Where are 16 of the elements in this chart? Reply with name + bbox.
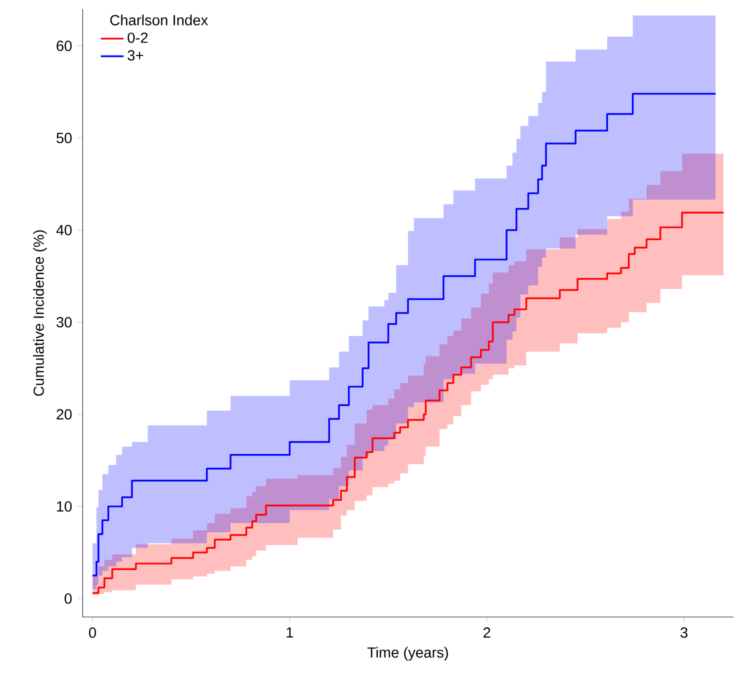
x-axis-title: Time (years) [367,646,448,661]
x-tick-label: 3 [680,627,688,638]
legend-label: 3+ [128,50,144,61]
x-tick-label: 2 [484,627,490,638]
y-tick-label: 40 [56,224,72,236]
y-tick-label: 0 [64,593,72,604]
y-tick-label: 10 [57,501,72,512]
x-tick-label: 1 [286,627,294,638]
y-tick-label: 50 [56,132,72,144]
y-tick-label: 30 [56,317,72,328]
legend-label: 0-2 [128,32,148,43]
x-tick-label: 0 [89,627,96,638]
y-tick-label: 20 [56,409,72,420]
legend-title: Charlson Index [110,14,208,26]
y-axis-title: Cumulative Incidence (%) [33,230,47,396]
y-tick-label: 60 [56,40,72,52]
